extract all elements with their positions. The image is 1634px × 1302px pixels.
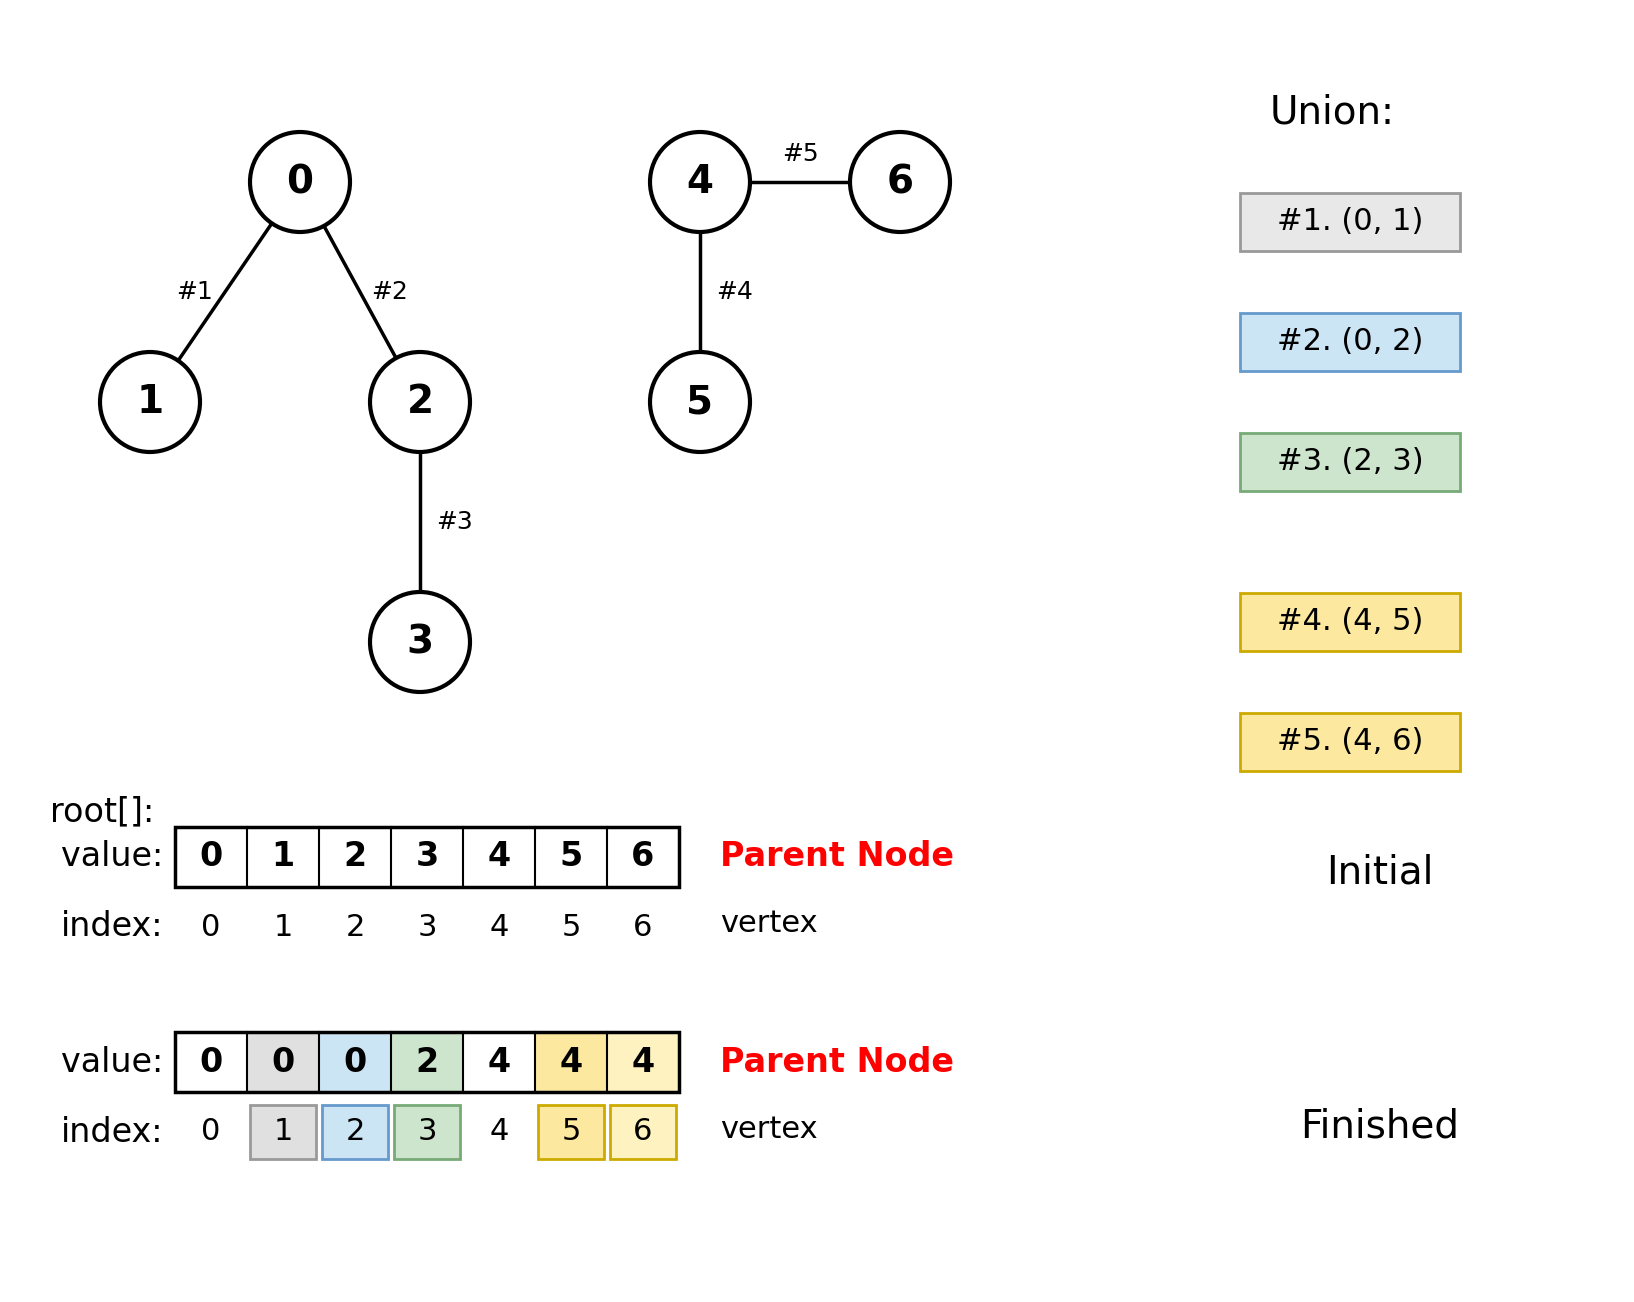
Text: #4. (4, 5): #4. (4, 5) bbox=[1276, 608, 1423, 637]
Text: Parent Node: Parent Node bbox=[721, 1046, 954, 1078]
Text: vertex: vertex bbox=[721, 910, 817, 939]
Text: vertex: vertex bbox=[721, 1115, 817, 1143]
Text: 2: 2 bbox=[407, 383, 433, 421]
Text: value:: value: bbox=[60, 841, 163, 874]
FancyBboxPatch shape bbox=[1240, 592, 1461, 651]
Text: 2: 2 bbox=[345, 1117, 364, 1147]
Text: 0: 0 bbox=[201, 1117, 221, 1147]
Text: 6: 6 bbox=[634, 1117, 652, 1147]
Text: 4: 4 bbox=[487, 841, 510, 874]
Text: 3: 3 bbox=[417, 1117, 436, 1147]
Text: #1. (0, 1): #1. (0, 1) bbox=[1276, 207, 1423, 237]
Bar bbox=[538, 1105, 605, 1159]
Text: index:: index: bbox=[60, 1116, 163, 1148]
Text: Union:: Union: bbox=[1270, 92, 1395, 132]
Text: 0: 0 bbox=[343, 1046, 366, 1078]
Text: 5: 5 bbox=[562, 913, 580, 941]
Text: 6: 6 bbox=[634, 913, 652, 941]
Text: 0: 0 bbox=[201, 913, 221, 941]
Text: 5: 5 bbox=[562, 1117, 580, 1147]
Text: 4: 4 bbox=[489, 1117, 508, 1147]
Circle shape bbox=[369, 592, 471, 691]
Circle shape bbox=[250, 132, 350, 232]
Text: #5. (4, 6): #5. (4, 6) bbox=[1276, 728, 1423, 756]
Bar bbox=[606, 1032, 680, 1092]
Text: 3: 3 bbox=[407, 622, 433, 661]
Bar bbox=[322, 1105, 387, 1159]
Circle shape bbox=[369, 352, 471, 452]
Circle shape bbox=[850, 132, 949, 232]
Text: Finished: Finished bbox=[1301, 1108, 1459, 1146]
Text: #2. (0, 2): #2. (0, 2) bbox=[1276, 328, 1423, 357]
FancyBboxPatch shape bbox=[1240, 312, 1461, 371]
Text: 4: 4 bbox=[686, 163, 714, 201]
Text: root[]:: root[]: bbox=[51, 796, 154, 828]
Text: 2: 2 bbox=[415, 1046, 438, 1078]
Text: #4: #4 bbox=[717, 280, 753, 303]
Text: Parent Node: Parent Node bbox=[721, 841, 954, 874]
Text: index:: index: bbox=[60, 910, 163, 944]
Text: value:: value: bbox=[60, 1046, 163, 1078]
Bar bbox=[175, 1032, 247, 1092]
Text: Initial: Initial bbox=[1327, 853, 1433, 891]
Text: 3: 3 bbox=[415, 841, 438, 874]
Text: 4: 4 bbox=[631, 1046, 655, 1078]
Bar bbox=[175, 827, 680, 887]
Text: 3: 3 bbox=[417, 913, 436, 941]
Text: 2: 2 bbox=[343, 841, 366, 874]
FancyBboxPatch shape bbox=[1240, 434, 1461, 491]
Text: 6: 6 bbox=[887, 163, 913, 201]
Text: #3: #3 bbox=[436, 510, 474, 534]
Bar bbox=[319, 1032, 391, 1092]
Text: 2: 2 bbox=[345, 913, 364, 941]
FancyBboxPatch shape bbox=[1240, 193, 1461, 251]
Text: 6: 6 bbox=[631, 841, 655, 874]
Bar bbox=[394, 1105, 461, 1159]
Text: 1: 1 bbox=[271, 841, 294, 874]
Circle shape bbox=[650, 352, 750, 452]
Bar bbox=[609, 1105, 676, 1159]
Circle shape bbox=[650, 132, 750, 232]
Circle shape bbox=[100, 352, 199, 452]
Text: 0: 0 bbox=[199, 1046, 222, 1078]
Text: #2: #2 bbox=[371, 280, 408, 303]
Bar bbox=[175, 1032, 680, 1092]
Text: 1: 1 bbox=[273, 1117, 292, 1147]
Text: 0: 0 bbox=[271, 1046, 294, 1078]
Text: 1: 1 bbox=[136, 383, 163, 421]
Bar bbox=[534, 1032, 606, 1092]
Text: 4: 4 bbox=[489, 913, 508, 941]
Text: #3. (2, 3): #3. (2, 3) bbox=[1276, 448, 1423, 477]
Text: 0: 0 bbox=[199, 841, 222, 874]
Bar bbox=[250, 1105, 315, 1159]
Text: 4: 4 bbox=[559, 1046, 583, 1078]
FancyBboxPatch shape bbox=[1240, 713, 1461, 771]
Text: 4: 4 bbox=[487, 1046, 510, 1078]
Text: 0: 0 bbox=[286, 163, 314, 201]
Bar bbox=[462, 1032, 534, 1092]
Bar bbox=[247, 1032, 319, 1092]
Text: 5: 5 bbox=[559, 841, 583, 874]
Text: #1: #1 bbox=[176, 280, 214, 303]
Text: 5: 5 bbox=[686, 383, 714, 421]
Bar bbox=[391, 1032, 462, 1092]
Text: 1: 1 bbox=[273, 913, 292, 941]
Text: #5: #5 bbox=[781, 142, 819, 165]
